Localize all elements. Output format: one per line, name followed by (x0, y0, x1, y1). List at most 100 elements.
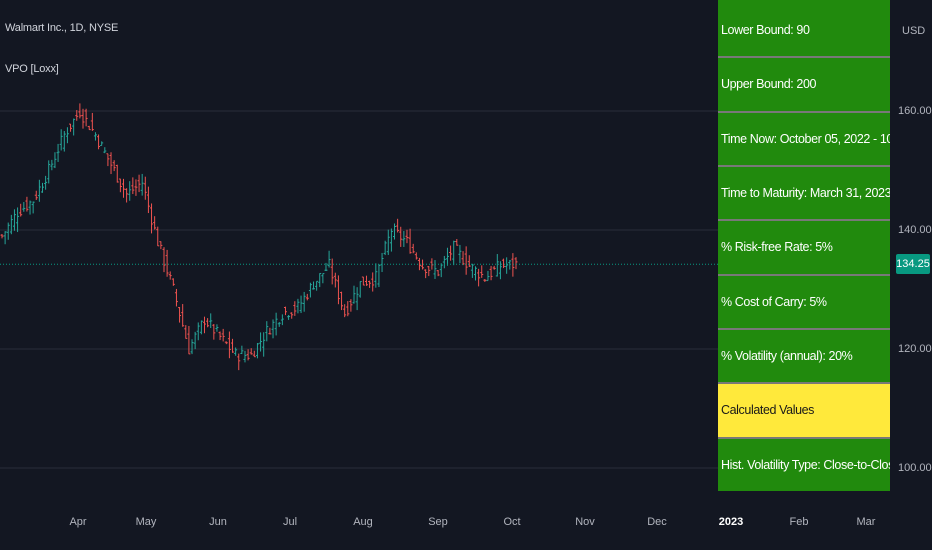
ohlc-bar (128, 181, 132, 201)
x-tick-label: Mar (856, 516, 876, 528)
table-header-calculated-values: Calculated Values (718, 384, 890, 439)
ohlc-bar (255, 343, 259, 359)
ohlc-bar (393, 223, 397, 240)
ohlc-bar (470, 263, 474, 278)
ohlc-bar (59, 129, 63, 151)
ohlc-bar (165, 249, 169, 277)
ohlc-bar (442, 255, 446, 269)
ohlc-bar (121, 178, 125, 198)
ohlc-bar (489, 266, 493, 281)
ohlc-bar (78, 103, 82, 119)
ohlc-bar (0, 234, 4, 239)
ohlc-bar (187, 326, 191, 355)
ohlc-bar (271, 319, 275, 339)
ohlc-bar (505, 257, 509, 274)
ohlc-bar (199, 320, 203, 335)
ohlc-bar (430, 258, 434, 270)
table-row-hist-volatility-type: Hist. Volatility Type: Close-to-Close (718, 438, 890, 491)
ohlc-bar (240, 345, 244, 354)
ohlc-bar (352, 285, 356, 304)
ohlc-bar (486, 270, 490, 282)
ohlc-bar (252, 350, 256, 358)
ohlc-bar (40, 182, 44, 193)
ohlc-bar (162, 247, 166, 273)
ohlc-bar (414, 252, 418, 260)
price-axis[interactable]: 160.00 140.00 120.00 100.00 (890, 0, 932, 510)
ohlc-bar (249, 348, 253, 355)
table-row-volatility: % Volatility (annual): 20% (718, 329, 890, 385)
ohlc-bar (458, 244, 462, 264)
last-price-tag: 134.25 (896, 254, 930, 274)
ohlc-bar (502, 258, 506, 269)
ohlc-bar (340, 291, 344, 311)
table-row-time-now: Time Now: October 05, 2022 - 10:55:04 (718, 112, 890, 167)
ohlc-bar (439, 263, 443, 278)
ohlc-bars (0, 103, 518, 371)
ohlc-bar (480, 265, 484, 278)
ohlc-bar (477, 268, 481, 287)
ohlc-bar (146, 186, 150, 214)
ohlc-bar (402, 231, 406, 247)
ohlc-bar (112, 160, 116, 172)
ohlc-bar (299, 295, 303, 314)
ohlc-bar (315, 280, 319, 291)
ohlc-bar (215, 324, 219, 332)
ohlc-bar (312, 281, 316, 290)
ohlc-bar (495, 254, 499, 277)
table-row-time-to-maturity: Time to Maturity: March 31, 2023 - 13:00… (718, 166, 890, 222)
ohlc-bar (178, 307, 182, 323)
ohlc-bar (140, 173, 144, 196)
ohlc-bar (22, 202, 26, 212)
table-row-cost-of-carry: % Cost of Carry: 5% (718, 275, 890, 330)
ohlc-bar (44, 175, 48, 190)
ohlc-bar (374, 263, 378, 288)
ohlc-bar (445, 247, 449, 266)
ohlc-bar (461, 251, 465, 266)
ohlc-bar (358, 281, 362, 298)
ohlc-bar (218, 331, 222, 341)
ohlc-bar (31, 201, 35, 214)
ohlc-bar (333, 272, 337, 288)
ohlc-bar (87, 125, 91, 131)
ohlc-bar (290, 312, 294, 319)
symbol-legend-title[interactable]: Walmart Inc., 1D, NYSE (5, 22, 119, 34)
ohlc-bar (181, 304, 185, 327)
ohlc-bar (424, 269, 428, 279)
ohlc-bar (405, 229, 409, 244)
ohlc-bar (81, 108, 85, 129)
ohlc-bar (246, 349, 250, 361)
x-tick-label: Feb (789, 516, 809, 528)
ohlc-bar (380, 252, 384, 273)
ohlc-bar (474, 266, 478, 281)
ohlc-bar (368, 280, 372, 288)
ohlc-bar (318, 272, 322, 288)
ohlc-bar (287, 314, 291, 320)
ohlc-bar (262, 332, 266, 357)
ohlc-bar (277, 322, 281, 327)
table-row-risk-free-rate: % Risk-free Rate: 5% (718, 221, 890, 276)
ohlc-bar (346, 301, 350, 317)
ohlc-bar (143, 176, 147, 200)
ohlc-bar (455, 238, 459, 246)
ohlc-bar (19, 203, 23, 217)
ohlc-bar (153, 216, 157, 230)
ohlc-bar (97, 134, 101, 150)
ohlc-bar (408, 228, 412, 254)
ohlc-bar (449, 245, 453, 261)
ohlc-bar (202, 316, 206, 334)
indicator-legend-title[interactable]: VPO [Loxx] (5, 63, 59, 75)
ohlc-bar (62, 131, 66, 152)
ohlc-bar (69, 123, 73, 132)
ohlc-bar (259, 332, 263, 352)
ohlc-bar (93, 132, 97, 141)
ohlc-bar (25, 196, 29, 212)
ohlc-bar (100, 141, 104, 147)
ohlc-bar (159, 241, 163, 250)
ohlc-bar (508, 260, 512, 270)
ohlc-bar (150, 203, 154, 234)
ohlc-bar (421, 259, 425, 270)
ohlc-bar (483, 279, 487, 283)
ohlc-bar (9, 214, 13, 235)
ohlc-bar (206, 318, 210, 328)
ohlc-bar (37, 179, 41, 202)
